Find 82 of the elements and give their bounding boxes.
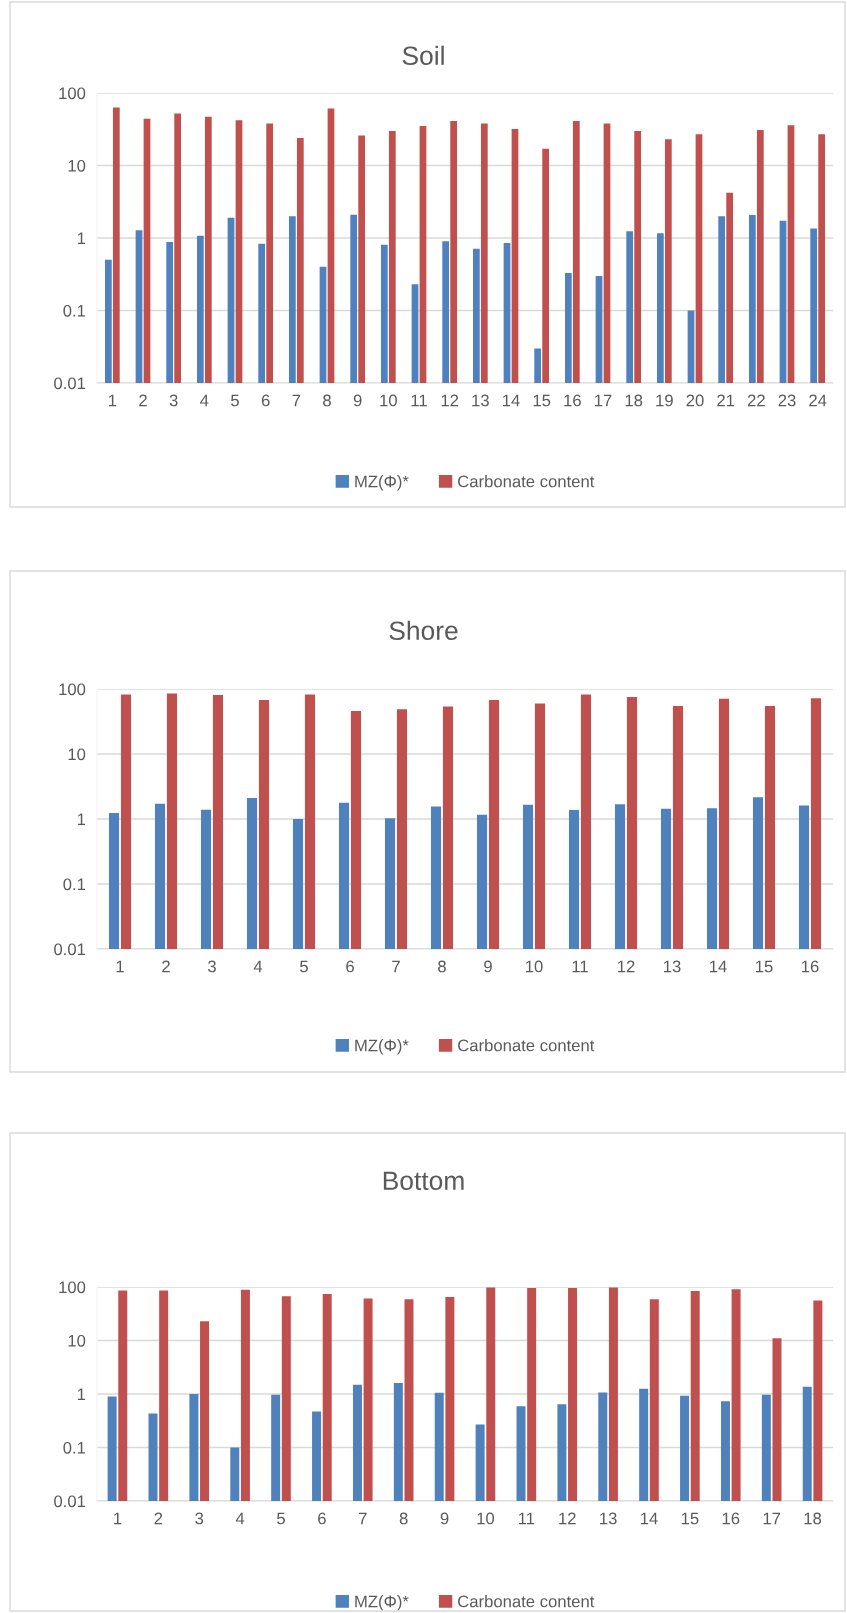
x-tick-label: 8 [438,960,446,973]
x-tick-label: 2 [139,394,147,407]
x-tick-label: 17 [763,1512,781,1525]
x-tick-label: 3 [208,960,216,973]
y-tick-label: 1 [77,813,86,826]
x-tick-label: 23 [778,394,796,407]
x-tick-label: 15 [756,960,773,973]
y-tick-label: 100 [59,683,86,696]
x-tick-label: 11 [411,394,427,407]
x-tick-label: 3 [169,394,178,407]
x-tick-label: 6 [318,1512,326,1525]
x-tick-label: 24 [809,394,827,407]
y-tick-label: 0.1 [63,878,86,891]
x-tick-label: 19 [656,394,673,407]
x-tick-label: 16 [802,960,819,973]
x-tick-label: 8 [323,394,331,407]
x-tick-label: 10 [380,394,397,407]
x-tick-label: 9 [353,394,362,407]
y-tick-label: 10 [68,159,86,172]
x-tick-label: 6 [261,394,270,407]
y-tick-label: 0.1 [63,304,86,317]
x-tick-label: 15 [681,1512,699,1525]
x-tick-label: 13 [664,960,681,973]
x-tick-label: 4 [253,960,263,973]
x-tick-label: 14 [710,960,727,973]
x-tick-label: 2 [154,1512,163,1525]
x-tick-label: 10 [477,1512,495,1525]
x-tick-label: 5 [300,960,308,973]
legend-label: MZ(Φ)* [355,1039,409,1055]
y-tick-label: 1 [77,232,86,245]
x-tick-label: 16 [564,394,581,407]
x-tick-label: 13 [472,394,489,407]
x-tick-label: 16 [722,1512,740,1525]
x-tick-label: 18 [625,394,643,407]
legend-label: Carbonate content [458,475,595,488]
chart-title: Shore [389,620,458,641]
x-tick-label: 8 [399,1512,408,1525]
x-tick-label: 2 [162,960,170,973]
x-tick-label: 1 [108,394,117,407]
legend-label: Carbonate content [458,1595,595,1608]
x-tick-label: 17 [595,394,612,407]
y-tick-label: 0.01 [54,943,86,956]
x-tick-label: 7 [292,394,301,407]
y-tick-label: 0.01 [54,1495,86,1508]
x-tick-label: 3 [195,1512,204,1525]
x-tick-label: 13 [600,1512,617,1525]
chart-title: Bottom [383,1171,464,1191]
y-tick-label: 10 [68,748,86,761]
y-tick-label: 100 [59,87,86,100]
x-tick-label: 20 [686,394,704,407]
x-tick-label: 7 [359,1512,367,1525]
x-tick-label: 9 [440,1512,449,1525]
x-tick-label: 7 [392,960,400,973]
y-tick-label: 1 [77,1388,86,1401]
x-tick-label: 6 [346,960,354,973]
y-tick-label: 0.01 [54,377,86,390]
x-tick-label: 9 [484,960,492,973]
x-tick-label: 4 [200,394,209,407]
x-tick-label: 1 [116,960,124,973]
x-tick-label: 12 [559,1512,576,1525]
legend-label: Carbonate content [458,1039,595,1052]
x-tick-label: 12 [441,394,459,407]
legend-label: MZ(Φ)* [355,475,409,491]
x-tick-label: 22 [747,394,765,407]
x-tick-label: 18 [804,1512,822,1525]
x-tick-label: 14 [641,1512,658,1525]
x-tick-label: 1 [114,1512,122,1525]
chart-title: Soil [402,45,444,66]
y-tick-label: 100 [59,1281,86,1294]
x-tick-label: 21 [717,394,735,407]
x-tick-label: 11 [572,960,588,973]
y-tick-label: 0.1 [63,1441,86,1454]
y-tick-label: 10 [68,1334,86,1347]
x-tick-label: 5 [277,1512,285,1525]
x-tick-label: 11 [518,1512,535,1525]
x-tick-label: 4 [235,1512,245,1525]
x-tick-label: 12 [618,960,635,973]
x-tick-label: 14 [503,394,520,407]
x-tick-label: 10 [526,960,543,973]
x-tick-label: 15 [533,394,551,407]
legend-label: MZ(Φ)* [355,1595,409,1611]
x-tick-label: 5 [231,394,239,407]
